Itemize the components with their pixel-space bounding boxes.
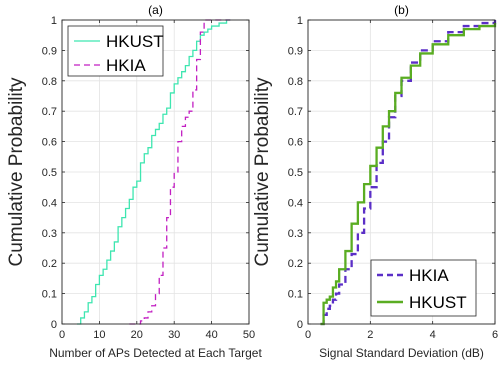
y-axis-label: Cumulative Probability xyxy=(6,77,27,267)
y-tick-label: 0.3 xyxy=(288,228,303,240)
x-tick-label: 2 xyxy=(367,329,373,341)
y-tick-label: 0.1 xyxy=(42,289,57,301)
y-tick-label: 0.5 xyxy=(42,167,57,179)
y-tick-label: 0 xyxy=(51,319,57,331)
y-tick-label: 0.8 xyxy=(42,76,57,88)
y-tick-label: 0.7 xyxy=(288,106,303,118)
legend-label-hkust: HKUST xyxy=(106,32,164,51)
y-tick-label: 0.4 xyxy=(288,197,303,209)
y-tick-label: 0.4 xyxy=(42,197,57,209)
legend-label-hkust: HKUST xyxy=(409,293,467,312)
y-tick-label: 0.3 xyxy=(42,228,57,240)
series-line-hkia xyxy=(129,19,231,325)
y-tick-label: 1 xyxy=(297,15,303,27)
x-tick-label: 30 xyxy=(168,329,180,341)
chart-title: (a) xyxy=(148,3,163,17)
y-tick-label: 0.9 xyxy=(42,45,57,57)
y-tick-label: 0.6 xyxy=(42,137,57,149)
x-tick-label: 40 xyxy=(205,329,217,341)
x-tick-label: 50 xyxy=(243,329,255,341)
series-line-hkia xyxy=(320,20,497,326)
x-tick-label: 0 xyxy=(59,329,65,341)
y-tick-label: 0.9 xyxy=(288,45,303,57)
y-tick-label: 0.2 xyxy=(288,258,303,270)
x-tick-label: 4 xyxy=(430,329,436,341)
legend-label-hkia: HKIA xyxy=(106,56,146,75)
y-tick-label: 0.6 xyxy=(288,137,303,149)
x-tick-label: 10 xyxy=(93,329,105,341)
panel-b: 0 2 4 6 0 0.1 0.2 0.3 0.4 0.5 0.6 0.7 0.8 0.9 1 (b) Sign… xyxy=(252,3,498,360)
x-tick-label: 0 xyxy=(305,329,311,341)
y-tick-label: 0.2 xyxy=(42,258,57,270)
chart-title: (b) xyxy=(394,3,409,17)
series-line-hkust xyxy=(76,19,231,325)
y-tick-label: 0.1 xyxy=(288,289,303,301)
x-tick-label: 20 xyxy=(131,329,143,341)
legend-label-hkia: HKIA xyxy=(409,266,449,285)
y-tick-label: 0.7 xyxy=(42,106,57,118)
y-tick-label: 0.5 xyxy=(288,167,303,179)
x-axis-label: Signal Standard Deviation (dB) xyxy=(319,346,484,360)
y-tick-label: 0.8 xyxy=(288,76,303,88)
y-tick-label: 0 xyxy=(297,319,303,331)
y-tick-label: 1 xyxy=(51,15,57,27)
legend-box xyxy=(67,25,164,77)
legend-box xyxy=(370,259,477,317)
y-axis-label: Cumulative Probability xyxy=(252,77,273,267)
x-axis-label: Number of APs Detected at Each Target xyxy=(49,346,262,360)
series-line-hkust xyxy=(320,23,497,326)
panel-a: 0 10 20 30 40 50 0 0.1 0.2 0.3 0.4 0.5 0.6 0.7 0.8 0.9 1… xyxy=(6,3,262,360)
x-tick-label: 6 xyxy=(492,329,498,341)
